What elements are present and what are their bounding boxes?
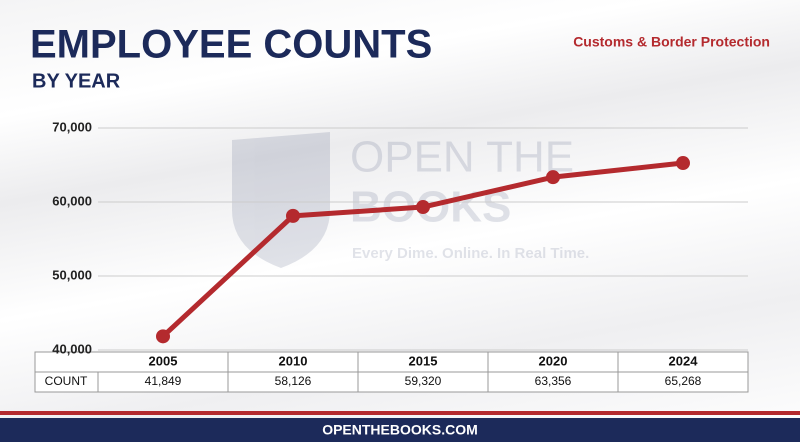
watermark-shield bbox=[232, 132, 330, 268]
legend-label: COUNT bbox=[45, 374, 88, 388]
agency: Customs & Border Protection bbox=[573, 34, 770, 50]
data-point bbox=[156, 329, 170, 344]
watermark-text: OPEN THE bbox=[350, 133, 574, 182]
watermark-tagline: Every Dime. Online. In Real Time. bbox=[352, 245, 589, 262]
y-tick-label: 40,000 bbox=[52, 341, 92, 356]
y-tick-label: 60,000 bbox=[52, 193, 92, 208]
title: EMPLOYEE COUNTS bbox=[30, 23, 432, 67]
value-label: 58,126 bbox=[275, 374, 312, 388]
x-tick-label: 2005 bbox=[149, 353, 178, 368]
x-tick-label: 2020 bbox=[539, 353, 568, 368]
value-label: 65,268 bbox=[665, 374, 702, 388]
y-tick-label: 50,000 bbox=[52, 267, 92, 282]
y-tick-label: 70,000 bbox=[52, 119, 92, 134]
subtitle: BY YEAR bbox=[32, 70, 121, 92]
footer-stripe bbox=[0, 411, 800, 415]
data-point bbox=[416, 200, 430, 215]
footer-bar bbox=[0, 418, 800, 442]
x-tick-label: 2024 bbox=[669, 353, 699, 368]
x-tick-label: 2010 bbox=[279, 353, 308, 368]
data-point bbox=[546, 170, 560, 185]
footer-site: OPENTHEBOOKS.COM bbox=[322, 422, 478, 438]
value-label: 41,849 bbox=[145, 374, 182, 388]
value-label: 59,320 bbox=[405, 374, 442, 388]
watermark: OPEN THE BOOKS Every Dime. Online. In Re… bbox=[232, 132, 589, 268]
x-tick-label: 2015 bbox=[409, 353, 438, 368]
data-point bbox=[676, 156, 690, 171]
value-label: 63,356 bbox=[535, 374, 572, 388]
data-point bbox=[286, 208, 300, 223]
